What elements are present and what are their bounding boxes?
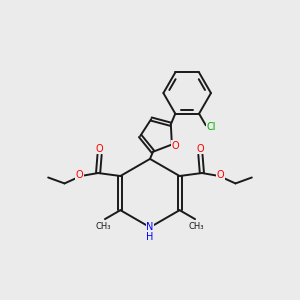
Text: O: O: [196, 144, 204, 154]
Text: CH₃: CH₃: [96, 222, 111, 231]
Text: O: O: [172, 141, 179, 151]
Text: CH₃: CH₃: [189, 222, 204, 231]
Text: N: N: [146, 222, 154, 232]
Text: O: O: [76, 170, 83, 180]
Text: O: O: [96, 144, 104, 154]
Text: Cl: Cl: [206, 122, 216, 132]
Text: H: H: [146, 232, 154, 242]
Text: O: O: [217, 170, 224, 180]
